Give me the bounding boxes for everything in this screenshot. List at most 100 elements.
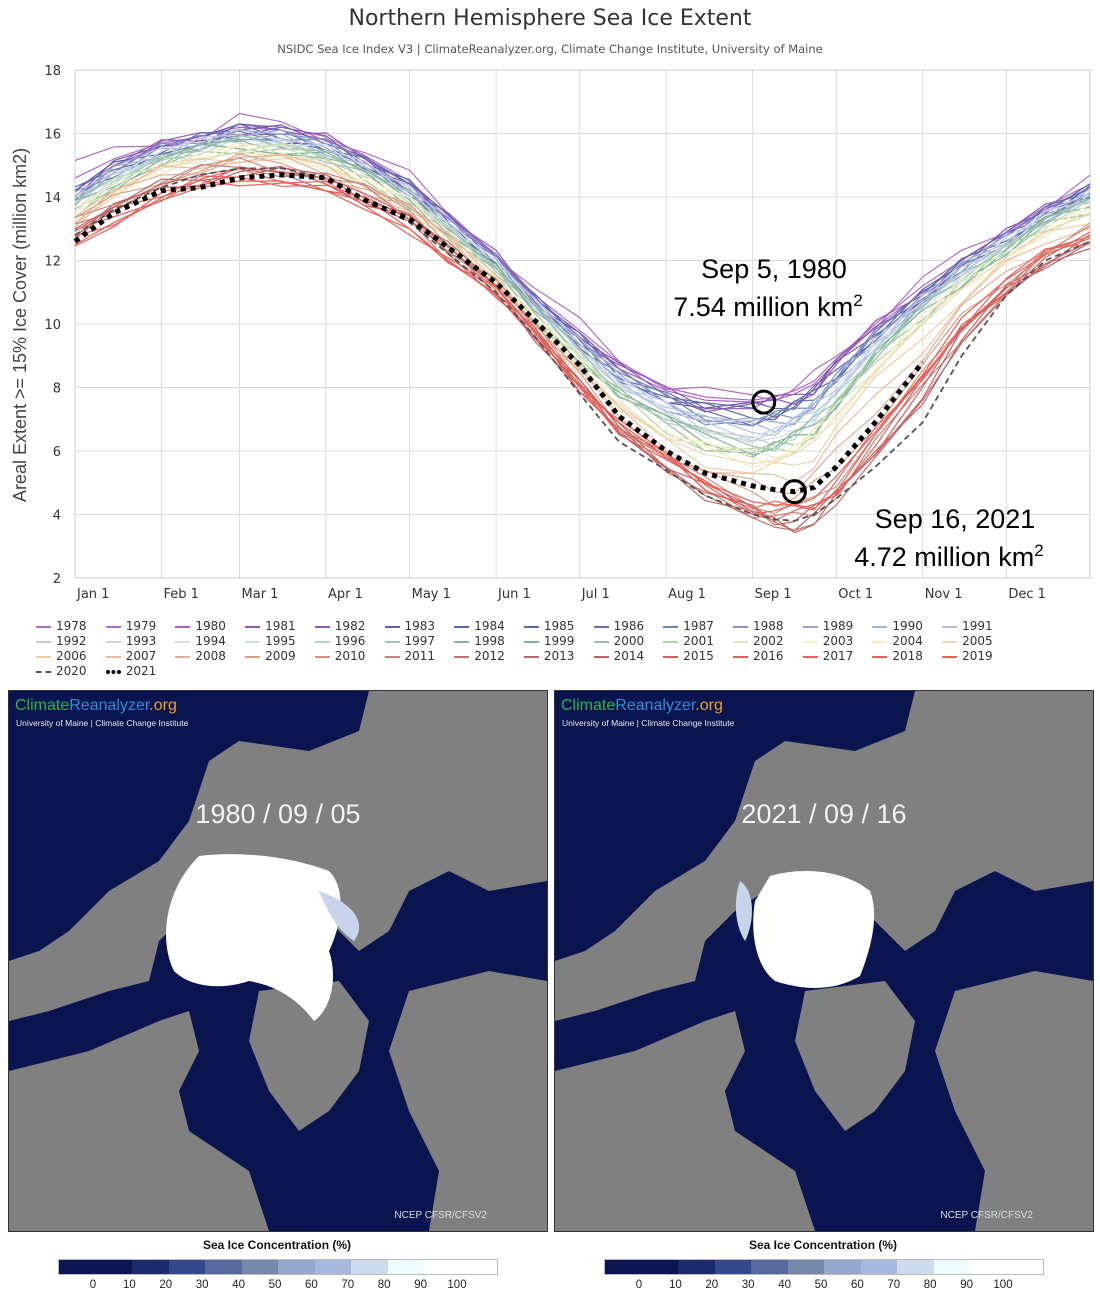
legend-item-1995[interactable]: 1995 bbox=[245, 634, 296, 649]
legend-item-2020[interactable]: 2020 bbox=[36, 664, 87, 679]
y-tick-label: 16 bbox=[44, 128, 61, 143]
colorbar-tick-label: 60 bbox=[850, 1279, 864, 1291]
legend-swatch bbox=[175, 625, 191, 628]
y-axis-ticks: 2 4 6 8 10 12 14 16 18 bbox=[44, 64, 61, 587]
legend-swatch bbox=[105, 655, 121, 658]
legend-item-2010[interactable]: 2010 bbox=[314, 649, 365, 664]
legend-item-1998[interactable]: 1998 bbox=[454, 634, 505, 649]
legend-label: 1985 bbox=[543, 619, 575, 633]
legend-item-1987[interactable]: 1987 bbox=[663, 619, 714, 634]
colorbar-tick-label: 80 bbox=[923, 1279, 937, 1291]
legend-item-1993[interactable]: 1993 bbox=[105, 634, 156, 649]
map-panel-2021: ClimateReanalyzer.org University of Main… bbox=[554, 690, 1094, 1232]
legend-label: 2005 bbox=[962, 634, 993, 648]
legend-label: 1994 bbox=[195, 634, 226, 648]
legend-item-2021[interactable]: 2021 bbox=[105, 664, 156, 679]
legend-swatch bbox=[314, 625, 330, 628]
legend-item-2003[interactable]: 2003 bbox=[802, 634, 853, 649]
legend-label: 2016 bbox=[753, 649, 784, 663]
colorbar-segment bbox=[168, 1260, 205, 1274]
legend-item-2008[interactable]: 2008 bbox=[175, 649, 226, 664]
legend-item-1988[interactable]: 1988 bbox=[733, 619, 784, 634]
legend-item-2002[interactable]: 2002 bbox=[733, 634, 784, 649]
legend-label: 2006 bbox=[56, 649, 87, 663]
x-tick-label: Jan 1 bbox=[76, 587, 109, 602]
colorbar-labels-2: 0 10 20 30 40 50 60 70 80 90 100 bbox=[604, 1279, 1100, 1295]
colorbar-title-2: Sea Ice Concentration (%) bbox=[748, 1238, 898, 1252]
colorbar-tick-label: 10 bbox=[668, 1279, 682, 1291]
series-line-2019 bbox=[74, 180, 1091, 506]
climatereanalyzer-logo: ClimateReanalyzer.org bbox=[561, 697, 723, 714]
sea-ice-chart: 2 4 6 8 10 12 14 16 18 Jan 1 Feb 1 Mar 1 Apr 1 May 1… bbox=[10, 64, 1091, 602]
colorbar-segment bbox=[132, 1260, 169, 1274]
colorbar-tick-label: 40 bbox=[778, 1279, 791, 1291]
legend-item-2011[interactable]: 2011 bbox=[384, 649, 435, 664]
legend-label: 2020 bbox=[56, 664, 87, 678]
colorbar-segment bbox=[860, 1260, 897, 1274]
legend-item-2009[interactable]: 2009 bbox=[245, 649, 296, 664]
colorbar-tick-label: 20 bbox=[705, 1279, 719, 1291]
colorbar-segment bbox=[933, 1260, 970, 1274]
legend-item-2004[interactable]: 2004 bbox=[872, 634, 923, 649]
legend-item-1986[interactable]: 1986 bbox=[593, 619, 644, 634]
legend-item-1992[interactable]: 1992 bbox=[36, 634, 87, 649]
y-axis-label: Areal Extent >= 15% Ice Cover (million k… bbox=[10, 148, 30, 502]
legend-item-2014[interactable]: 2014 bbox=[593, 649, 644, 664]
legend-label: 2015 bbox=[683, 649, 714, 663]
legend-item-1997[interactable]: 1997 bbox=[384, 634, 436, 649]
colorbar-segment bbox=[787, 1260, 824, 1274]
x-tick-label: May 1 bbox=[412, 587, 451, 602]
y-tick-label: 14 bbox=[44, 191, 61, 206]
legend-item-2000[interactable]: 2000 bbox=[593, 634, 645, 649]
legend-item-1979[interactable]: 1979 bbox=[105, 619, 156, 634]
legend-item-2012[interactable]: 2012 bbox=[454, 649, 505, 664]
x-tick-label: Oct 1 bbox=[838, 587, 873, 602]
colorbar-segment bbox=[714, 1260, 751, 1274]
legend-swatch bbox=[384, 640, 400, 643]
legend-item-2001[interactable]: 2001 bbox=[663, 634, 714, 649]
annotation-label: Sep 16, 2021 bbox=[875, 504, 1036, 534]
legend-label: 1981 bbox=[265, 619, 296, 633]
colorbar-segment bbox=[970, 1260, 1043, 1274]
legend-item-1983[interactable]: 1983 bbox=[384, 619, 435, 634]
colorbar-segment bbox=[751, 1260, 788, 1274]
series-lines bbox=[73, 112, 1091, 534]
colorbar-tick-label: 70 bbox=[887, 1279, 901, 1291]
arctic-map-1980 bbox=[9, 691, 547, 1231]
legend-item-1991[interactable]: 1991 bbox=[942, 619, 993, 634]
legend-item-2005[interactable]: 2005 bbox=[942, 634, 993, 649]
legend-item-1980[interactable]: 1980 bbox=[175, 619, 226, 634]
legend-item-2006[interactable]: 2006 bbox=[36, 649, 87, 664]
legend-item-1996[interactable]: 1996 bbox=[314, 634, 365, 649]
legend-item-1982[interactable]: 1982 bbox=[314, 619, 365, 634]
legend-item-2016[interactable]: 2016 bbox=[733, 649, 784, 664]
legend-swatch bbox=[245, 640, 261, 643]
colorbar-tick-label: 90 bbox=[960, 1279, 973, 1291]
legend-label: 2000 bbox=[613, 634, 645, 648]
legend-item-1989[interactable]: 1989 bbox=[802, 619, 853, 634]
legend-item-1999[interactable]: 1999 bbox=[523, 634, 574, 649]
colorbar-tick-label: 90 bbox=[414, 1279, 427, 1291]
colorbar-segment bbox=[387, 1260, 424, 1274]
legend-item-2015[interactable]: 2015 bbox=[663, 649, 714, 664]
data-source-label: NCEP CFSR/CFSV2 bbox=[940, 1210, 1033, 1221]
legend-item-2013[interactable]: 2013 bbox=[523, 649, 574, 664]
colorbar-tick-label: 30 bbox=[195, 1279, 209, 1291]
legend-label: 1997 bbox=[404, 634, 436, 648]
series-line-1990 bbox=[74, 129, 1091, 433]
x-tick-label: Feb 1 bbox=[163, 587, 198, 602]
colorbar-segment bbox=[897, 1260, 934, 1274]
legend-item-2018[interactable]: 2018 bbox=[872, 649, 923, 664]
legend-item-2017[interactable]: 2017 bbox=[802, 649, 853, 664]
legend-item-2007[interactable]: 2007 bbox=[105, 649, 156, 664]
legend-item-1984[interactable]: 1984 bbox=[454, 619, 505, 634]
legend-item-2019[interactable]: 2019 bbox=[942, 649, 993, 664]
legend-item-1978[interactable]: 1978 bbox=[36, 619, 87, 634]
legend-item-1994[interactable]: 1994 bbox=[175, 634, 226, 649]
y-tick-label: 12 bbox=[44, 255, 61, 270]
legend-item-1981[interactable]: 1981 bbox=[245, 619, 296, 634]
x-tick-label: Aug 1 bbox=[668, 587, 706, 602]
legend-item-1985[interactable]: 1985 bbox=[523, 619, 575, 634]
colorbar-tick-label: 10 bbox=[122, 1279, 136, 1291]
legend-item-1990[interactable]: 1990 bbox=[872, 619, 923, 634]
